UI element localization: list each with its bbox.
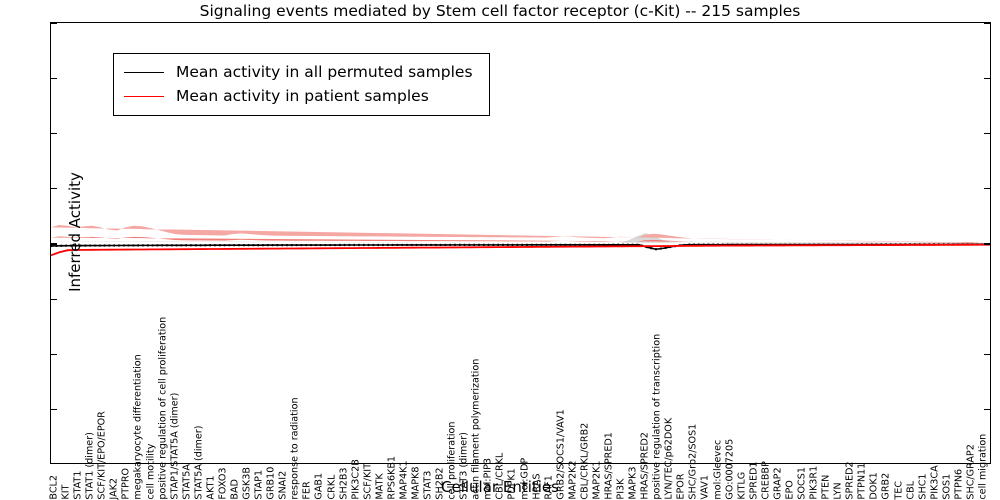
- y-tick-mark: [51, 298, 57, 300]
- legend-swatch-permuted: [124, 71, 164, 73]
- mean-line-patient: [51, 243, 990, 257]
- legend-label-permuted: Mean activity in all permuted samples: [176, 63, 473, 81]
- y-tick-mark: [51, 409, 57, 411]
- data-series-layer: [51, 224, 990, 257]
- chart-title: Signaling events mediated by Stem cell f…: [199, 2, 801, 20]
- legend-label-patient: Mean activity in patient samples: [176, 87, 429, 105]
- y-tick-mark: [984, 298, 990, 300]
- y-tick-mark: [984, 23, 990, 24]
- y-tick-mark: [984, 188, 990, 190]
- y-tick-mark: [51, 188, 57, 190]
- x-tick-label: positive regulation of transcription: [651, 334, 663, 500]
- y-tick-mark: [984, 243, 990, 245]
- y-axis-title: Inferred Activity: [66, 172, 84, 292]
- y-tick-mark: [984, 77, 990, 79]
- y-tick-mark: [51, 77, 57, 79]
- x-tick-label: positive regulation of cell proliferatio…: [157, 317, 168, 500]
- y-tick-mark: [51, 132, 57, 135]
- y-tick-mark: [51, 353, 57, 356]
- x-axis-title: Cellular Entities: [441, 478, 559, 496]
- mean-line-permuted-dotted: [51, 243, 990, 251]
- y-tick-mark: [51, 23, 57, 24]
- legend-item-patient: Mean activity in patient samples: [124, 84, 473, 108]
- chart-legend: Mean activity in all permuted samples Me…: [113, 53, 490, 116]
- legend-item-permuted: Mean activity in all permuted samples: [124, 60, 473, 84]
- y-tick-mark: [984, 132, 990, 135]
- legend-swatch-patient: [124, 95, 164, 97]
- y-tick-mark: [984, 353, 990, 356]
- y-tick-mark: [51, 243, 57, 245]
- plot-area: Inferred Activity −4−3−2−101234 Mean act…: [50, 22, 991, 464]
- y-tick-mark: [984, 409, 990, 411]
- confidence-band-patient_inner: [51, 236, 990, 244]
- confidence-band-patient_outer: [51, 224, 990, 244]
- plot-inner: [51, 23, 990, 463]
